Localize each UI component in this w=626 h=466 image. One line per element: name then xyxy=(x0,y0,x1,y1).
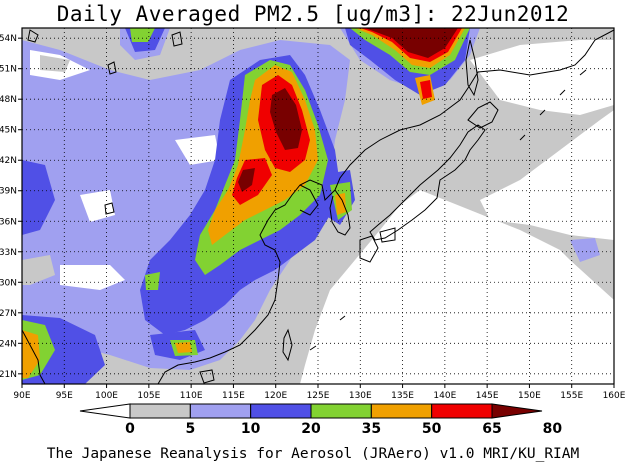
legend-swatch xyxy=(310,403,372,419)
lat-tick-label: 21N xyxy=(0,370,17,380)
lon-tick-label: 140E xyxy=(433,391,456,401)
legend-swatch xyxy=(370,403,433,419)
lon-tick-label: 105E xyxy=(137,391,160,401)
legend-label: 10 xyxy=(241,421,261,437)
lat-tick-label: 36N xyxy=(0,217,17,227)
lat-tick-label: 24N xyxy=(0,339,17,349)
contour-80-plus xyxy=(238,28,458,192)
lon-tick-label: 100E xyxy=(95,391,118,401)
latitude-axis: 54N 51N 48N 45N 42N 39N 36N 33N 30N 27N 24N 21N xyxy=(0,34,22,380)
lon-tick-label: 110E xyxy=(180,391,203,401)
color-legend: 0 5 10 20 35 50 65 80 xyxy=(79,403,563,437)
lon-tick-label: 115E xyxy=(222,391,245,401)
lon-tick-label: 150E xyxy=(518,391,541,401)
legend-label: 5 xyxy=(185,421,195,437)
lon-tick-label: 95E xyxy=(56,391,73,401)
lon-tick-label: 145E xyxy=(476,391,499,401)
lat-tick-label: 48N xyxy=(0,95,17,105)
coastlines xyxy=(22,29,614,384)
legend-label: 65 xyxy=(482,421,501,437)
legend-label: 50 xyxy=(422,421,442,437)
lon-tick-label: 130E xyxy=(349,391,372,401)
legend-label: 80 xyxy=(543,421,563,437)
lon-tick-label: 155E xyxy=(560,391,583,401)
legend-label: 0 xyxy=(125,421,135,437)
lat-tick-label: 54N xyxy=(0,34,17,44)
lat-tick-label: 39N xyxy=(0,187,17,197)
lon-tick-label: 125E xyxy=(307,391,330,401)
lat-tick-label: 42N xyxy=(0,156,17,166)
lon-tick-label: 90E xyxy=(13,391,30,401)
legend-label: 20 xyxy=(301,421,321,437)
lat-tick-label: 27N xyxy=(0,309,17,319)
lat-tick-label: 33N xyxy=(0,248,17,258)
lon-tick-label: 135E xyxy=(391,391,414,401)
lat-tick-label: 51N xyxy=(0,65,17,75)
longitude-axis: 90E 95E 100E 105E 110E 115E 120E 125E 130E 135E 14… xyxy=(13,384,626,401)
lon-tick-label: 120E xyxy=(264,391,287,401)
lat-tick-label: 30N xyxy=(0,278,17,288)
legend-swatch xyxy=(431,403,493,419)
footer-credit: The Japanese Reanalysis for Aerosol (JRA… xyxy=(46,446,580,462)
lat-lon-grid xyxy=(22,28,614,384)
lon-tick-label: 160E xyxy=(603,391,626,401)
legend-swatch xyxy=(189,403,252,419)
legend-arrow-high xyxy=(491,403,543,419)
map-title: Daily Averaged PM2.5 [ug/m3]: 22Jun2012 xyxy=(56,2,570,26)
legend-label: 35 xyxy=(362,421,381,437)
legend-swatch xyxy=(129,403,191,419)
concentration-field xyxy=(22,28,614,384)
legend-arrow-low xyxy=(79,403,131,419)
lat-tick-label: 45N xyxy=(0,126,17,136)
legend-swatch xyxy=(250,403,312,419)
